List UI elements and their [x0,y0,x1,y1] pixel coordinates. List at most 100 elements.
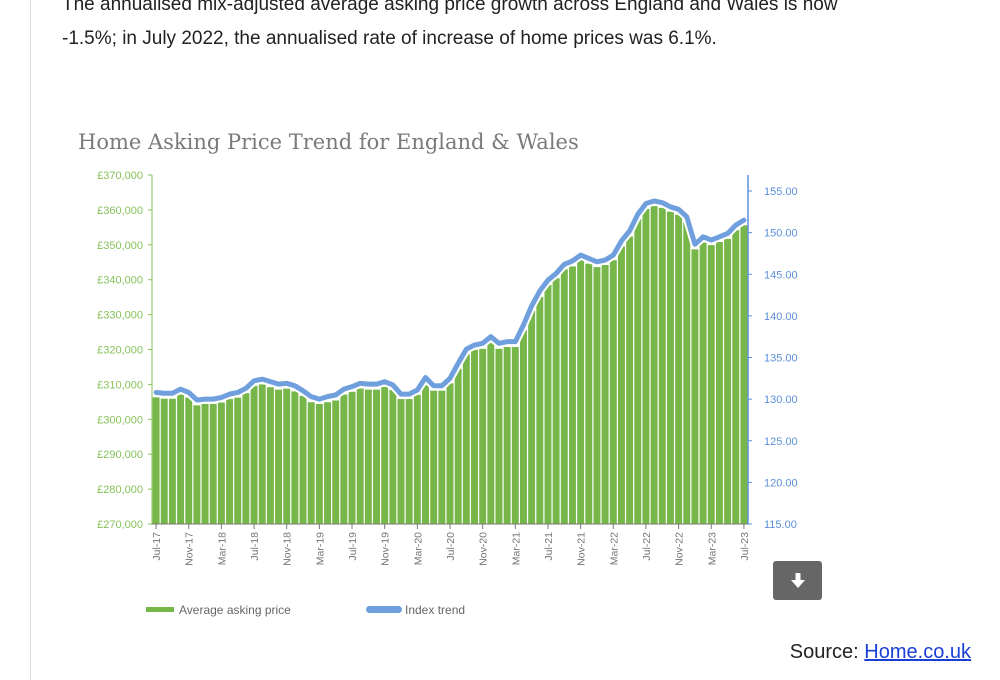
price-bar [626,236,634,524]
legend-swatch-price [146,607,174,612]
right-tick-label: 135.00 [764,353,798,365]
price-bar [503,347,511,524]
download-arrow-icon [790,572,805,588]
price-bar [699,241,707,524]
price-bar [634,219,642,524]
price-bar [724,238,732,524]
price-bar [348,391,356,524]
price-bar [405,399,413,524]
price-bar [209,403,217,524]
x-tick-label: Nov-19 [380,532,392,566]
price-bar [185,397,193,524]
x-tick-label: Nov-22 [674,532,686,566]
price-bar [266,387,274,524]
left-tick-label: £300,000 [97,414,143,426]
price-bar [471,349,478,524]
x-tick-label: Jul-18 [249,532,261,561]
source-credit: Source: Home.co.uk [790,641,971,664]
x-tick-label: Mar-18 [216,532,228,565]
right-tick-label: 150.00 [764,228,798,240]
price-bar [168,398,176,524]
price-bar [234,397,242,524]
right-tick-label: 130.00 [764,394,798,406]
x-tick-label: Nov-18 [282,532,294,566]
price-bar [397,399,405,524]
price-bar [585,263,593,524]
price-bar [528,310,536,524]
price-bar [283,388,291,524]
price-bar [177,394,185,524]
left-tick-label: £310,000 [97,379,143,391]
price-bar [217,402,225,524]
price-bar [446,383,454,524]
price-bar [675,214,683,524]
price-bar [299,395,307,524]
price-bar [389,389,397,524]
download-button[interactable] [773,561,822,600]
price-bar [364,389,372,524]
legend-label-index: Index trend [405,603,465,617]
price-bar [152,397,160,524]
price-bar [332,400,340,524]
price-bar [258,384,266,524]
price-bar [201,403,209,524]
price-bar [307,402,315,524]
right-tick-label: 120.00 [764,477,798,489]
price-bar [454,368,462,524]
price-bar [650,206,658,524]
price-bar [275,389,283,524]
price-bar [544,284,552,524]
x-tick-label: Mar-19 [314,532,326,565]
price-bar [715,242,723,524]
chart-title: Home Asking Price Trend for England & Wa… [78,130,579,154]
x-tick-label: Mar-22 [608,532,620,565]
price-bar [324,402,332,524]
right-tick-label: 140.00 [764,311,798,323]
price-bar [511,347,519,524]
price-bar [666,211,674,524]
price-bar [226,399,234,524]
right-tick-label: 115.00 [764,519,797,531]
price-bar [617,246,625,525]
price-bar [707,245,715,525]
paragraph-line-2: -1.5%; in July 2022, the annualised rate… [62,28,717,49]
left-tick-label: £270,000 [97,519,143,531]
price-bar [740,225,748,525]
left-tick-label: £370,000 [97,170,143,182]
left-tick-label: £330,000 [97,310,143,322]
price-bar [340,394,348,524]
legend-swatch-index [366,606,402,613]
price-bar [430,390,438,524]
x-tick-label: Nov-20 [478,532,490,566]
price-bar [568,266,576,524]
price-bar [315,403,323,524]
x-tick-label: Nov-21 [576,532,588,566]
right-tick-label: 145.00 [764,269,798,281]
price-bar [422,382,429,524]
price-bar [193,405,201,524]
x-tick-label: Jul-22 [641,532,653,561]
price-bar [373,389,381,524]
price-bar [356,388,364,524]
price-bar [413,394,421,524]
price-bar [160,398,168,524]
price-bar [462,354,470,524]
price-bar [732,230,740,524]
price-bar [536,296,544,524]
price-bar [291,391,299,524]
price-bar [242,393,250,524]
source-label: Source: [789,641,859,663]
left-tick-label: £320,000 [97,345,143,357]
price-bar [381,386,389,524]
x-tick-label: Jul-21 [543,532,555,561]
price-bar [250,385,258,524]
left-tick-label: £290,000 [97,449,143,461]
price-bar [691,249,699,524]
price-bar [683,221,691,525]
price-bar [609,260,617,524]
price-bar [601,265,609,524]
source-link[interactable]: Home.co.uk [864,641,971,663]
left-tick-label: £280,000 [97,484,143,496]
index-trend-line [153,198,747,403]
